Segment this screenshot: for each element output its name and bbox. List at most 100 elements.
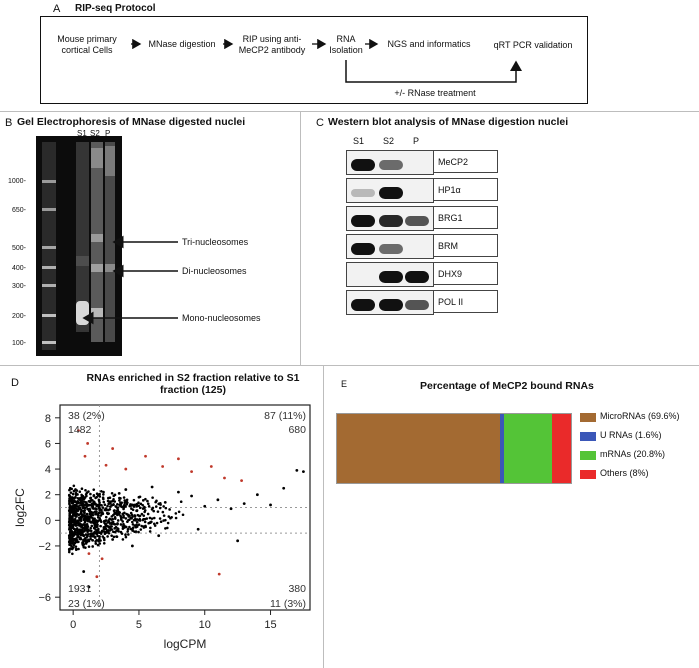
scatter-point	[163, 500, 167, 504]
scatter-point-cloud	[151, 496, 154, 499]
y-tick-label: 6	[45, 438, 51, 450]
scatter-point-sig	[223, 476, 226, 480]
scatter-point-cloud	[82, 504, 85, 508]
bar-segment	[337, 414, 500, 483]
scatter-point-cloud	[130, 504, 133, 507]
scatter-point-cloud	[108, 517, 112, 521]
scatter-point-cloud	[91, 545, 94, 548]
y-tick-label: −6	[38, 592, 51, 604]
scatter-point	[111, 499, 115, 503]
scatter-point-cloud	[78, 490, 82, 494]
scatter-point-cloud	[110, 534, 113, 537]
scatter-point-sig	[217, 572, 221, 576]
scatter-point-cloud	[100, 529, 104, 533]
divider-mid	[0, 365, 699, 366]
scatter-point-cloud	[89, 521, 93, 524]
scatter-point-cloud	[143, 505, 146, 509]
panel-b-letter: B	[5, 117, 13, 129]
scatter-point-cloud	[82, 543, 86, 546]
scatter-point-cloud	[149, 526, 152, 530]
scatter-point-cloud	[82, 518, 86, 522]
scatter-point-cloud	[152, 516, 156, 520]
scatter-point-cloud	[82, 509, 85, 513]
scatter-point-cloud	[84, 533, 88, 536]
scatter-point-cloud	[94, 542, 98, 545]
wb-row-brm	[346, 234, 434, 259]
step-cells: Mouse primary cortical Cells	[57, 34, 117, 55]
divider-bc	[300, 112, 301, 365]
scatter-point-cloud	[154, 500, 157, 504]
panel-b-title: Gel Electrophoresis of MNase digested nu…	[17, 116, 246, 128]
scatter-point-cloud	[101, 535, 105, 538]
scatter-point-cloud	[77, 540, 80, 544]
wb-band	[379, 244, 403, 254]
wb-protein-label: MeCP2	[434, 150, 498, 173]
scatter-plot: 0 5 10 15 −6 −2 0 2 4 6 8 logCPM log2FC 38 (2%) 1482 87…	[13, 404, 311, 651]
scatter-point-cloud	[71, 525, 75, 528]
wb-band	[379, 160, 403, 170]
scatter-point-cloud	[81, 541, 84, 544]
scatter-point-cloud	[68, 522, 72, 526]
scatter-point-cloud	[95, 538, 98, 542]
scatter-point-sig	[104, 463, 108, 467]
scatter-point-cloud	[166, 526, 169, 530]
scatter-point-sig	[100, 557, 104, 561]
scatter-point-cloud	[158, 517, 162, 520]
scatter-point-cloud	[80, 493, 83, 497]
scatter-point-cloud	[122, 506, 126, 509]
x-axis-label: logCPM	[164, 637, 207, 651]
scatter-point-cloud	[95, 504, 98, 508]
scatter-point-sig	[161, 465, 165, 468]
scatter-point-cloud	[106, 524, 109, 528]
scatter-point-cloud	[161, 510, 165, 514]
scatter-point-cloud	[131, 528, 134, 532]
scatter-point-cloud	[110, 491, 114, 495]
scatter-point-cloud	[113, 523, 117, 526]
scatter-point-cloud	[138, 517, 142, 521]
scatter-point-sig	[95, 575, 99, 579]
wb-band	[351, 215, 375, 227]
scatter-point-cloud	[83, 529, 86, 533]
scatter-point-cloud	[70, 516, 74, 519]
legend-swatch	[580, 451, 596, 460]
scatter-point-cloud	[76, 529, 79, 532]
scatter-point-cloud	[99, 514, 103, 517]
scatter-point-sig	[177, 457, 180, 461]
legend-swatch	[580, 432, 596, 441]
scatter-point-cloud	[86, 524, 89, 528]
scatter-point-cloud	[112, 494, 116, 498]
scatter-point-cloud	[116, 522, 119, 525]
legend-label: Others (8%)	[600, 468, 649, 478]
scatter-point-cloud	[73, 541, 77, 545]
scatter-point-cloud	[77, 513, 81, 517]
scatter-point-cloud	[144, 525, 147, 529]
scatter-point-cloud	[96, 543, 100, 547]
scatter-point-cloud	[69, 531, 72, 534]
scatter-point-cloud	[97, 527, 100, 531]
scatter-point-cloud	[162, 519, 165, 522]
gel-annotation-arrows	[82, 235, 178, 325]
scatter-point-cloud	[87, 503, 91, 507]
stacked-bar	[336, 413, 572, 484]
scatter-point-cloud	[112, 535, 116, 539]
scatter-point-sig	[83, 454, 87, 458]
wb-band	[379, 271, 403, 283]
scatter-point-cloud	[116, 506, 120, 509]
wb-band	[405, 215, 429, 227]
scatter-point-cloud	[174, 516, 178, 520]
scatter-point-cloud	[148, 530, 152, 533]
scatter-point-cloud	[81, 513, 85, 517]
scatter-point-cloud	[68, 510, 71, 513]
scatter-point-cloud	[71, 552, 74, 556]
scatter-point-cloud	[92, 507, 95, 510]
scatter-point-cloud	[137, 501, 140, 504]
scatter-point	[104, 508, 108, 512]
scatter-point-cloud	[91, 499, 94, 502]
scatter-point-cloud	[74, 547, 78, 551]
scatter-point-cloud	[118, 496, 121, 500]
scatter-point-cloud	[82, 534, 86, 538]
wb-lane-s1: S1	[353, 136, 365, 146]
scatter-point-cloud	[73, 496, 76, 500]
scatter-point-cloud	[140, 512, 144, 516]
panel-d-title: RNAs enriched in S2 fraction relative to…	[86, 372, 300, 396]
